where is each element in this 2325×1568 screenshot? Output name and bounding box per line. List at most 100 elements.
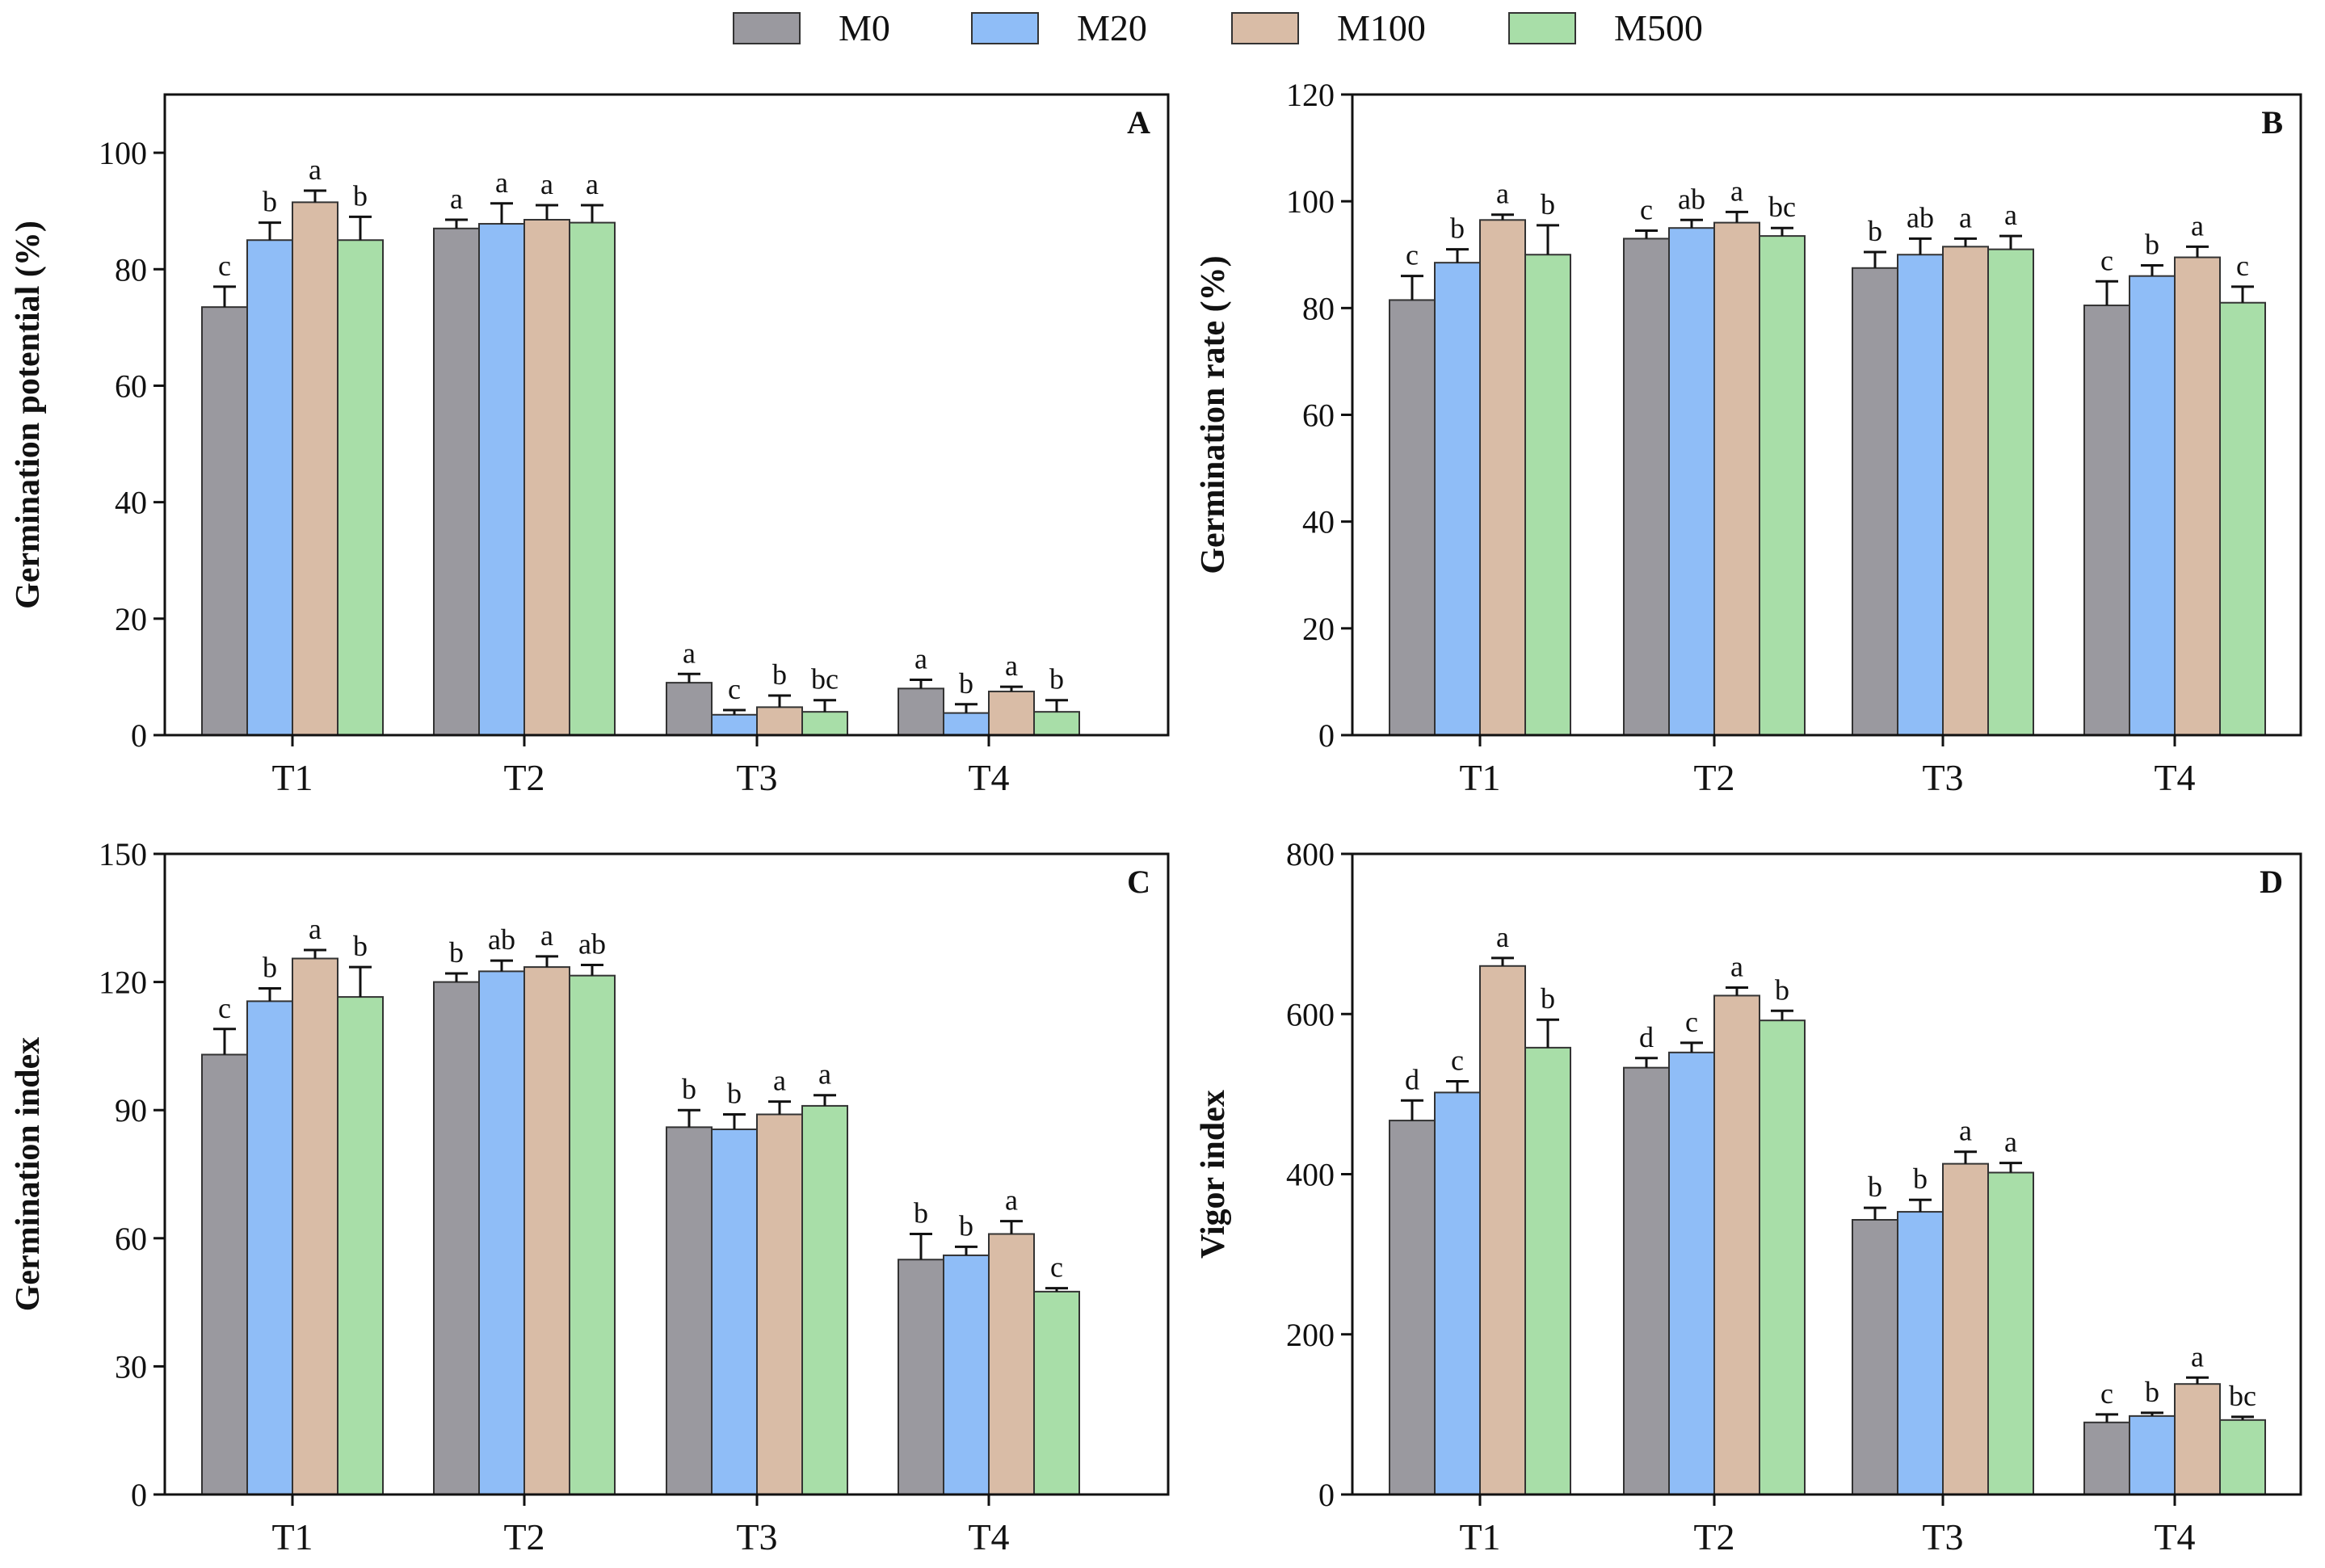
bar-b-t4-m0 — [2083, 305, 2130, 736]
error-bar-d-t3-m20 — [1909, 1198, 1932, 1213]
bar-a-t1-m0 — [201, 306, 248, 736]
significance-letter: a — [309, 153, 322, 186]
bar-d-t4-m0 — [2083, 1421, 2130, 1495]
bar-d-t2-m0 — [1623, 1066, 1670, 1495]
bar-c-t3-m100 — [756, 1113, 803, 1496]
error-bar-c-t1-m20 — [259, 987, 281, 1002]
error-bar-a-t4-m100 — [1000, 685, 1023, 692]
bar-b-t3-m500 — [1987, 248, 2034, 736]
bar-b-t4-m500 — [2219, 301, 2266, 737]
y-axis-label: Germination potential (%) — [10, 221, 47, 609]
bar-b-t1-m500 — [1524, 254, 1571, 736]
error-bar-c-t4-m0 — [910, 1233, 932, 1260]
bar-b-t1-m20 — [1434, 262, 1481, 737]
bar-a-t4-m20 — [943, 712, 990, 737]
x-tick-label-t3: T3 — [736, 757, 777, 798]
y-tick-label: 60 — [115, 368, 147, 404]
significance-letter: a — [540, 168, 553, 200]
error-bar-b-t4-m500 — [2231, 285, 2254, 303]
bar-b-t3-m0 — [1852, 267, 1898, 737]
legend-swatch-m0 — [733, 12, 801, 44]
bar-d-t1-m0 — [1389, 1120, 1436, 1496]
y-tick-label: 80 — [1302, 290, 1335, 326]
y-tick-label: 150 — [99, 836, 147, 872]
error-bar-a-t3-m20 — [723, 708, 746, 715]
error-bar-c-t2-m20 — [490, 959, 513, 972]
panel-letter: C — [1127, 864, 1150, 900]
bar-d-t1-m100 — [1479, 965, 1526, 1495]
significance-letter: a — [1730, 174, 1743, 207]
significance-letter: a — [818, 1058, 831, 1091]
bar-d-t4-m100 — [2174, 1383, 2221, 1496]
significance-letter: b — [2145, 228, 2159, 260]
bar-b-t2-m500 — [1759, 235, 1806, 736]
significance-letter: ab — [578, 927, 606, 960]
bar-d-t2-m500 — [1759, 1019, 1806, 1496]
significance-letter: a — [309, 913, 322, 945]
error-bar-d-t4-m20 — [2141, 1411, 2163, 1416]
bar-b-t3-m100 — [1942, 246, 1989, 736]
error-bar-c-t1-m500 — [349, 965, 372, 998]
legend-swatch-m500 — [1508, 12, 1576, 44]
significance-letter: b — [914, 1197, 928, 1230]
bar-a-t4-m100 — [988, 690, 1035, 737]
bar-c-t2-m500 — [569, 974, 616, 1496]
legend-label-m500: M500 — [1614, 7, 1703, 48]
legend-item-m20: M20 — [971, 7, 1147, 48]
y-tick-label: 30 — [115, 1348, 147, 1385]
error-bar-d-t1-m20 — [1446, 1080, 1469, 1093]
error-bar-b-t4-m20 — [2141, 263, 2163, 276]
error-bar-a-t2-m20 — [490, 202, 513, 225]
bar-a-t3-m500 — [801, 711, 848, 736]
error-bar-a-t3-m500 — [814, 699, 836, 713]
legend: M0 M20 M100 M500 — [733, 7, 1703, 48]
bar-a-t1-m20 — [246, 239, 293, 736]
x-tick-label-t4: T4 — [2154, 1516, 2195, 1557]
significance-letter: a — [450, 183, 463, 215]
bar-d-t1-m20 — [1434, 1091, 1481, 1495]
significance-letter: ab — [1678, 183, 1705, 215]
plot-frame — [163, 93, 1170, 737]
error-bar-d-t2-m500 — [1771, 1009, 1793, 1021]
significance-letter: a — [1959, 1115, 1972, 1147]
error-bar-a-t3-m100 — [768, 694, 791, 708]
error-bar-d-t3-m0 — [1864, 1206, 1886, 1221]
x-tick-label-t4: T4 — [968, 1516, 1009, 1557]
significance-letter: a — [495, 166, 508, 199]
error-bar-b-t3-m100 — [1954, 237, 1977, 247]
significance-letter: a — [914, 643, 927, 675]
y-tick-label: 40 — [115, 485, 147, 521]
significance-letter: d — [1639, 1021, 1654, 1053]
error-bar-b-t3-m0 — [1864, 250, 1886, 268]
bar-d-t3-m100 — [1942, 1162, 1989, 1496]
error-bar-a-t4-m500 — [1045, 699, 1068, 713]
significance-letter: b — [1049, 663, 1064, 696]
y-tick-label: 0 — [131, 717, 147, 754]
y-axis-label: Germination rate (%) — [1195, 255, 1232, 574]
significance-letter: a — [540, 919, 553, 952]
error-bar-c-t1-m0 — [213, 1028, 236, 1055]
bar-b-t2-m0 — [1623, 238, 1670, 736]
bar-c-t4-m0 — [898, 1259, 944, 1495]
y-tick-label: 400 — [1286, 1157, 1335, 1193]
bar-d-t1-m500 — [1524, 1046, 1571, 1495]
bar-d-t2-m20 — [1668, 1051, 1715, 1495]
y-tick-label: 80 — [115, 251, 147, 288]
significance-letter: c — [2100, 1377, 2113, 1410]
significance-letter: bc — [2229, 1380, 2256, 1412]
error-bar-a-t1-m20 — [259, 221, 281, 241]
bar-d-t4-m20 — [2129, 1415, 2176, 1496]
bar-a-t1-m500 — [337, 239, 384, 736]
significance-letter: c — [218, 250, 231, 282]
x-tick-label-t4: T4 — [2154, 757, 2195, 798]
bar-a-t3-m0 — [666, 682, 713, 736]
y-axis-label: Germination index — [10, 1037, 47, 1312]
significance-letter: b — [2145, 1376, 2159, 1408]
significance-letter: b — [772, 658, 787, 691]
error-bar-a-t4-m20 — [955, 703, 978, 713]
legend-label-m100: M100 — [1337, 7, 1426, 48]
error-bar-c-t2-m500 — [581, 963, 603, 976]
